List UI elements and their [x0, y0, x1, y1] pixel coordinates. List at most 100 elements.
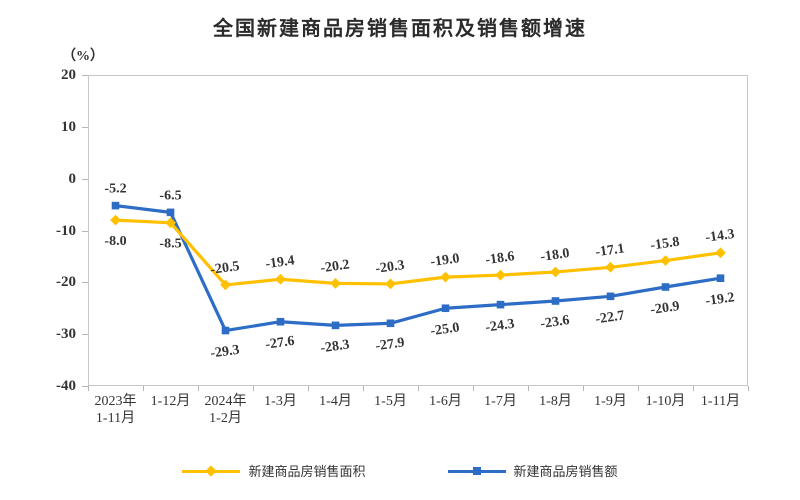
x-category-label: 1-8月: [539, 394, 572, 409]
x-category-label: 1-6月: [429, 394, 462, 409]
square-marker-icon: [606, 292, 615, 301]
data-label: -14.3: [705, 227, 736, 246]
diamond-marker-icon: [440, 271, 451, 283]
y-tick-mark: [82, 230, 88, 232]
diamond-marker-icon: [495, 269, 506, 281]
data-label: -19.2: [705, 290, 736, 309]
y-tick-mark: [82, 178, 88, 180]
data-label: -25.0: [430, 320, 461, 339]
y-tick-label: -40: [56, 378, 76, 394]
data-label: -27.6: [265, 334, 296, 353]
legend-item-sales-area: 新建商品房销售面积: [182, 461, 366, 480]
y-tick-label: 20: [61, 67, 76, 83]
diamond-marker-icon: [330, 277, 341, 289]
x-tick-mark: [418, 386, 419, 391]
y-tick-label: 0: [68, 170, 77, 187]
data-label: -20.3: [375, 258, 406, 277]
data-label: -6.5: [159, 188, 181, 203]
square-marker-icon: [441, 304, 450, 313]
data-label: -23.6: [540, 313, 571, 332]
data-label: -17.1: [595, 241, 626, 260]
x-tick-mark: [253, 386, 254, 391]
data-label: -20.2: [320, 257, 351, 276]
x-category-label: 1-4月: [319, 394, 352, 409]
square-marker-icon: [276, 317, 285, 326]
diamond-marker-icon: [660, 255, 671, 266]
x-tick-mark: [748, 386, 749, 391]
y-tick-mark: [82, 334, 88, 336]
square-marker-icon: [331, 321, 340, 330]
y-tick-label: 10: [61, 118, 76, 135]
data-label: -24.3: [485, 317, 516, 336]
chart-title: 全国新建商品房销售面积及销售额增速: [213, 18, 587, 40]
square-marker-icon: [166, 208, 175, 217]
x-tick-mark: [638, 386, 639, 391]
x-tick-mark: [308, 386, 309, 391]
plot-area: [88, 75, 748, 386]
x-tick-mark: [583, 386, 584, 391]
series-line-sales-amount: [113, 204, 723, 333]
data-label: -18.0: [540, 246, 571, 265]
diamond-marker-icon: [550, 266, 561, 278]
diamond-marker-icon: [715, 247, 726, 259]
y-tick-mark: [82, 386, 88, 387]
x-category-label: 1-10月: [645, 394, 686, 409]
x-category-label: 1-7月: [484, 394, 517, 409]
data-label: -18.6: [485, 249, 516, 268]
data-label: -15.8: [650, 235, 681, 254]
legend-swatch-sales-area: [182, 464, 241, 478]
x-category-label: 1-11月: [700, 394, 741, 409]
data-label: -22.7: [595, 308, 626, 327]
y-tick-mark: [82, 75, 88, 76]
square-marker-icon: [716, 274, 725, 282]
y-tick-label: -30: [56, 326, 76, 343]
data-label: -29.3: [210, 343, 241, 362]
x-tick-mark: [363, 386, 364, 391]
data-label: -19.0: [430, 251, 461, 270]
x-tick-mark: [198, 386, 199, 391]
x-tick-mark: [88, 386, 89, 391]
legend: 新建商品房销售面积 新建商品房销售额: [0, 461, 800, 480]
legend-label-sales-amount: 新建商品房销售额: [513, 464, 618, 479]
y-tick-mark: [82, 126, 88, 128]
y-axis-unit-label: （%）: [62, 49, 104, 64]
diamond-marker-icon: [165, 217, 176, 229]
x-tick-mark: [473, 386, 474, 391]
legend-item-sales-amount: 新建商品房销售额: [447, 461, 618, 480]
data-label: -8.5: [159, 237, 181, 252]
x-category-label: 2024年 1-2月: [204, 394, 247, 426]
square-marker-icon: [661, 283, 670, 291]
x-tick-mark: [693, 386, 694, 391]
diamond-marker-icon: [275, 273, 286, 285]
x-category-label: 2023年 1-11月: [94, 394, 137, 426]
data-label: -19.4: [265, 253, 296, 272]
data-label: -27.9: [375, 335, 406, 354]
diamond-marker-icon: [385, 278, 396, 290]
x-category-label: 1-3月: [264, 394, 297, 409]
data-label: -28.3: [320, 337, 351, 356]
square-marker-icon: [386, 319, 395, 328]
legend-label-sales-area: 新建商品房销售面积: [248, 464, 366, 479]
diamond-marker-icon: [110, 214, 121, 226]
legend-swatch-sales-amount: [447, 464, 506, 478]
series-line-sales-area: [113, 218, 723, 287]
x-category-label: 1-9月: [594, 394, 627, 409]
data-label: -20.9: [650, 299, 681, 318]
square-marker-icon: [551, 297, 560, 305]
square-marker-icon: [472, 466, 481, 475]
x-category-label: 1-5月: [374, 394, 407, 409]
x-category-label: 1-12月: [150, 394, 191, 409]
diamond-marker-icon: [220, 279, 231, 291]
square-marker-icon: [221, 326, 230, 335]
y-tick-label: -10: [56, 222, 76, 239]
data-label: -20.5: [210, 259, 241, 278]
x-tick-mark: [143, 386, 144, 391]
square-marker-icon: [496, 300, 505, 309]
y-tick-mark: [82, 282, 88, 284]
diamond-marker-icon: [605, 261, 616, 273]
diamond-marker-icon: [205, 464, 218, 477]
x-tick-mark: [528, 386, 529, 391]
data-label: -5.2: [104, 182, 126, 197]
